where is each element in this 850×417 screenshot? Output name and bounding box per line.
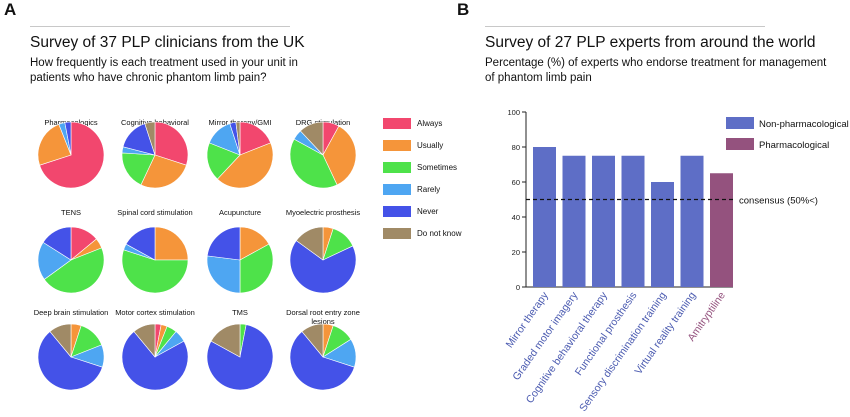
pie-slice	[42, 226, 72, 261]
legend-label: Usually	[417, 141, 444, 150]
pie-slice	[322, 125, 357, 186]
pie-slice	[37, 331, 103, 391]
bar	[651, 182, 674, 287]
panel-b-letter: B	[457, 0, 470, 19]
pie-chart	[37, 226, 105, 294]
pie-slice	[295, 226, 324, 261]
y-tick-label: 80	[512, 143, 520, 152]
bar-legend-label: Non-pharmacological	[759, 119, 849, 130]
pie-slice	[39, 121, 105, 189]
panel-a-letter: A	[4, 0, 17, 19]
bar	[710, 173, 733, 287]
legend-swatch	[383, 118, 411, 129]
pie-chart	[206, 226, 274, 294]
pie-slice	[144, 121, 156, 156]
pie-label: TMS	[232, 308, 248, 317]
pie-chart	[37, 323, 105, 391]
pie-slice	[140, 154, 187, 189]
bar	[533, 147, 556, 287]
pie-chart	[289, 121, 357, 189]
pie-slice	[206, 226, 241, 261]
pie-slice	[121, 152, 156, 186]
bar	[592, 155, 615, 287]
legend-label: Never	[417, 207, 439, 216]
pie-label: Dorsal root entry zone lesions	[286, 308, 360, 326]
pie-chart	[289, 323, 357, 391]
pie-chart	[206, 121, 274, 189]
y-tick-label: 40	[512, 213, 520, 222]
pie-slice	[64, 121, 72, 156]
bar-legend-swatch	[726, 138, 754, 150]
pie-slice	[154, 226, 189, 261]
pie-label: Acupuncture	[218, 208, 262, 217]
y-tick-label: 20	[512, 248, 520, 257]
legend-label: Do not know	[417, 229, 462, 238]
legend-swatch	[383, 206, 411, 217]
pie-slice	[133, 323, 156, 358]
pie-slice	[216, 142, 274, 189]
panel-a-subtitle: How frequently is each treatment used in…	[30, 57, 298, 84]
bar	[621, 155, 645, 287]
pie-slice	[154, 121, 189, 166]
panel-b-subtitle: Percentage (%) of experts who endorse tr…	[485, 57, 827, 84]
pie-slice	[43, 247, 105, 294]
pie-label: Deep brain stimulation	[33, 308, 109, 317]
pie-slice	[239, 121, 272, 156]
y-tick-label: 0	[516, 283, 520, 292]
legend-label: Rarely	[417, 185, 441, 194]
bar	[680, 155, 704, 287]
panel-a-rule	[30, 26, 290, 27]
bar-legend-swatch	[726, 117, 754, 129]
pie-slice	[210, 323, 241, 358]
legend-label: Always	[417, 119, 443, 128]
y-tick-label: 60	[512, 178, 520, 187]
legend-swatch	[383, 140, 411, 151]
pie-slice	[121, 249, 189, 294]
pie-slice	[37, 241, 72, 280]
pie-slice	[301, 323, 324, 358]
pie-slice	[239, 243, 274, 294]
pie-slice	[289, 240, 357, 294]
pie-chart	[121, 226, 189, 294]
panel-b-title: Survey of 27 PLP experts from around the…	[485, 34, 816, 51]
pie-chart	[37, 121, 105, 189]
pie-slice	[289, 331, 355, 391]
pie-slice	[125, 226, 156, 261]
legend-swatch	[383, 184, 411, 195]
pie-chart	[121, 121, 189, 189]
legend-swatch	[383, 162, 411, 173]
pie-label: Myoelectric prosthesis	[285, 208, 361, 217]
pie-slice	[206, 255, 241, 294]
pie-slice	[121, 331, 189, 391]
pie-chart	[289, 226, 357, 294]
pie-label: TENS	[60, 208, 81, 217]
consensus-label: consensus (50%<)	[739, 196, 818, 207]
pie-slice	[235, 121, 241, 156]
bar-legend-label: Pharmacological	[759, 140, 829, 151]
y-tick-label: 100	[507, 108, 520, 117]
panel-a-title: Survey of 37 PLP clinicians from the UK	[30, 34, 305, 51]
pie-label: Motor cortex stimulation	[115, 308, 195, 317]
pie-chart	[121, 323, 189, 391]
pie-slice	[299, 121, 324, 156]
bar	[562, 155, 586, 287]
panel-b-rule	[485, 26, 765, 27]
pie-label: Spinal cord stimulation	[117, 208, 193, 217]
legend-swatch	[383, 228, 411, 239]
pie-chart	[206, 323, 274, 391]
pie-slice	[289, 138, 338, 189]
pie-slice	[49, 323, 72, 358]
legend-label: Sometimes	[417, 163, 458, 172]
